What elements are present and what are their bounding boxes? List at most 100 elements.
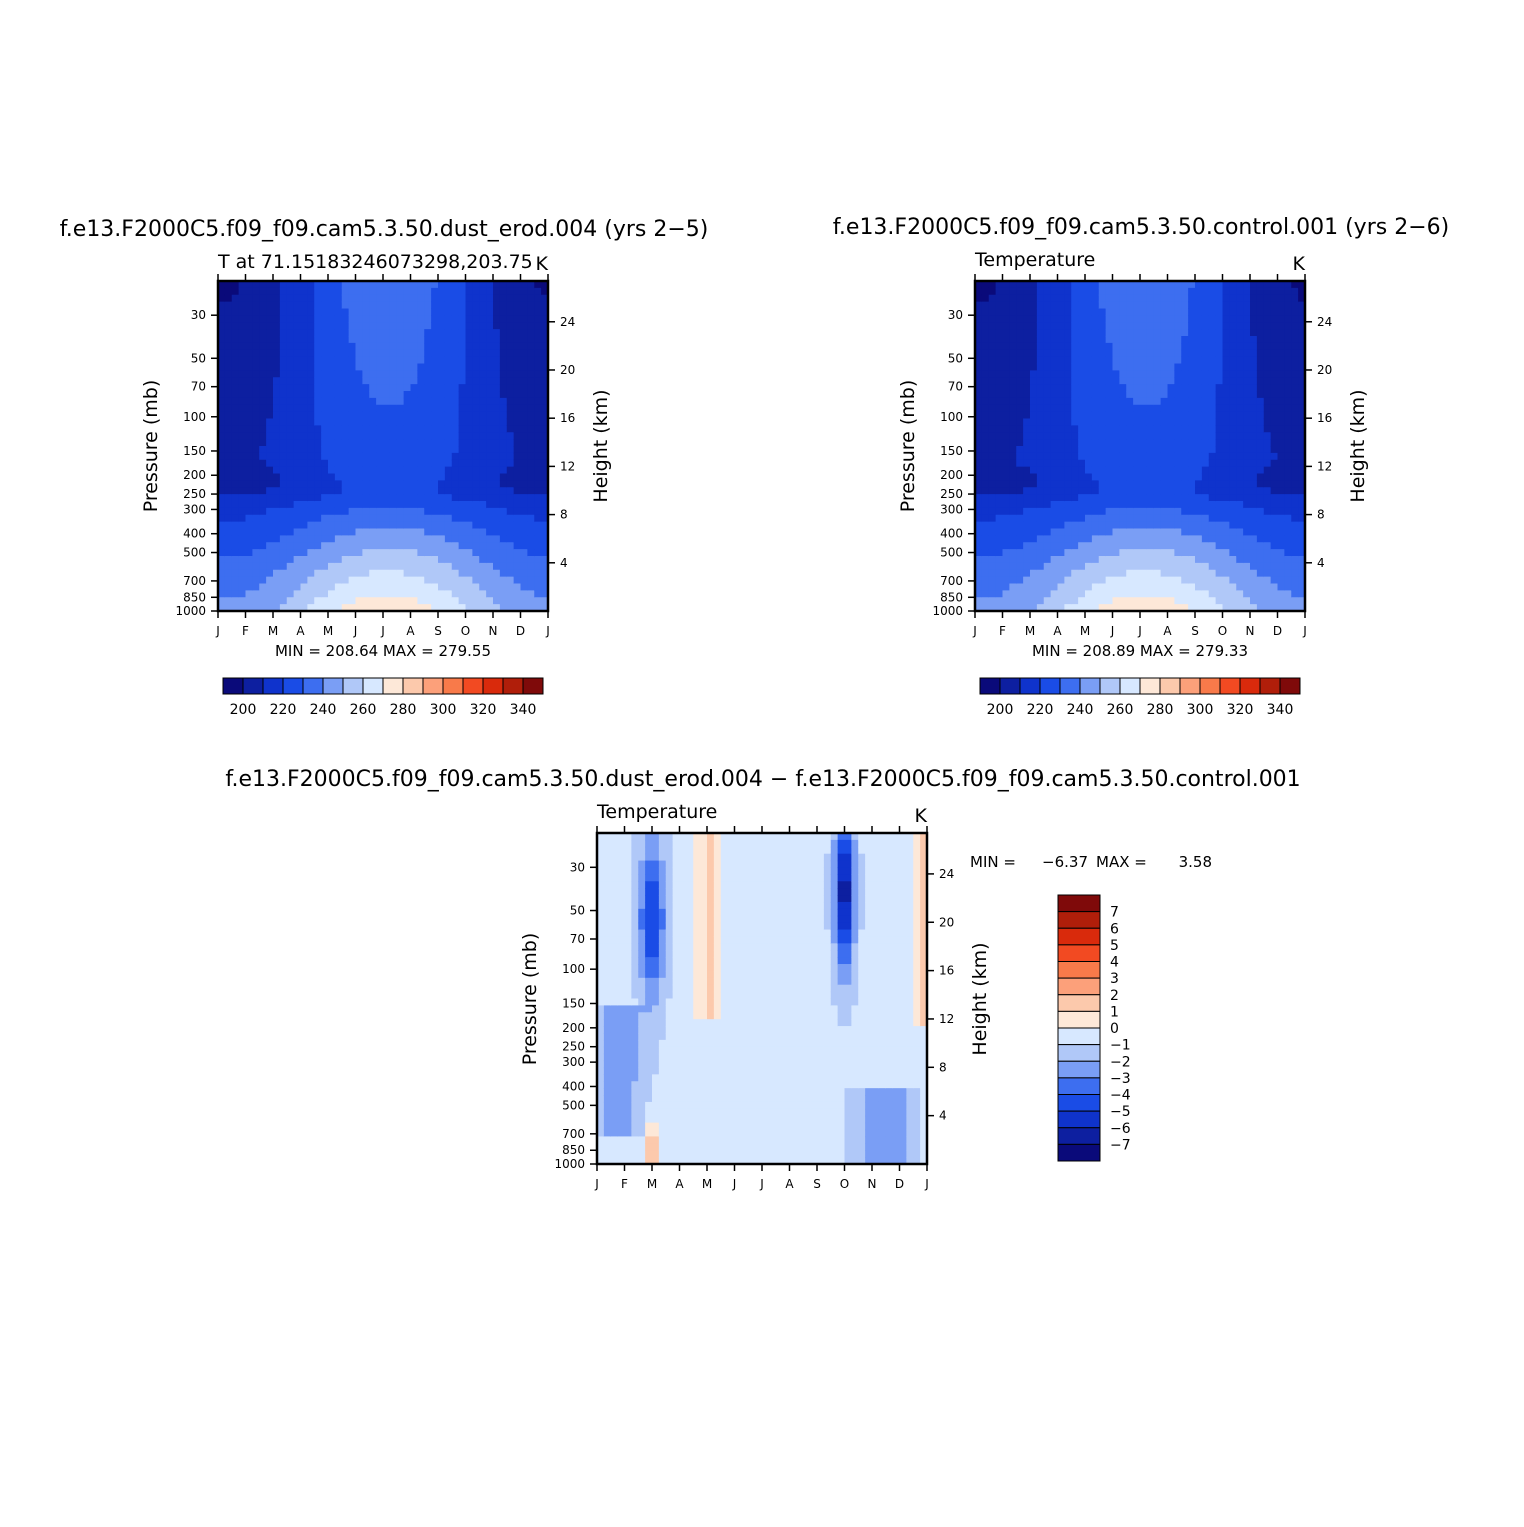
heatmap-cell: [1119, 521, 1127, 530]
heatmap-cell: [1146, 604, 1155, 612]
heatmap-cell: [307, 549, 315, 557]
heatmap-cell: [1181, 391, 1189, 399]
heatmap-cell: [1277, 501, 1285, 509]
heatmap-cell: [1043, 363, 1052, 371]
heatmap-cell: [1201, 418, 1210, 426]
heatmap-cell: [1195, 301, 1203, 310]
heatmap-cell: [451, 315, 460, 323]
heatmap-cell: [1167, 287, 1175, 296]
heatmap-cell: [1105, 336, 1114, 344]
heatmap-cell: [1284, 342, 1292, 351]
heatmap-cell: [1195, 576, 1203, 585]
heatmap-cell: [424, 507, 432, 516]
heatmap-cell: [266, 370, 274, 378]
heatmap-cell: [238, 494, 247, 502]
heatmap-cell: [1085, 528, 1093, 536]
heatmap-cell: [245, 308, 253, 316]
heatmap-cell: [417, 562, 425, 571]
heatmap-cell: [1036, 425, 1045, 433]
heatmap-cell: [527, 356, 535, 365]
heatmap-cell: [383, 446, 391, 454]
heatmap-cell: [520, 583, 528, 591]
heatmap-cell: [1160, 356, 1169, 365]
heatmap-cell: [279, 556, 288, 564]
panel-ctrl-plot: J F M A M J J A S O N D J305070100150200250300400500…: [932, 274, 1332, 638]
heatmap-cell: [1174, 418, 1182, 426]
heatmap-cell: [279, 535, 288, 543]
heatmap-cell: [307, 384, 315, 392]
heatmap-cell: [417, 597, 425, 605]
heatmap-cell: [1167, 301, 1175, 310]
heatmap-cell: [259, 342, 267, 351]
heatmap-cell: [1043, 583, 1052, 591]
heatmap-cell: [266, 542, 274, 550]
heatmap-cell: [1263, 301, 1272, 310]
heatmap-cell: [396, 287, 405, 296]
heatmap-cell: [1250, 418, 1258, 426]
heatmap-cell: [362, 411, 370, 420]
heatmap-cell: [1009, 542, 1017, 550]
heatmap-cell: [410, 583, 418, 591]
heatmap-cell: [1105, 308, 1114, 316]
heatmap-cell: [1208, 514, 1217, 523]
heatmap-cell: [1298, 432, 1306, 440]
heatmap-cell: [334, 487, 343, 495]
heatmap-cell: [1064, 336, 1072, 344]
heatmap-cell: [610, 1046, 619, 1055]
heatmap-cell: [1085, 294, 1093, 303]
heatmap-cell: [369, 281, 377, 289]
heatmap-cell: [1023, 308, 1031, 316]
heatmap-cell: [279, 562, 288, 571]
heatmap-cell: [403, 294, 412, 303]
heatmap-cell: [431, 590, 439, 598]
heatmap-cell: [383, 501, 391, 509]
heatmap-cell: [1098, 459, 1107, 468]
heatmap-cell: [1284, 507, 1292, 516]
heatmap-cell: [293, 391, 302, 399]
heatmap-cell: [1071, 439, 1079, 447]
heatmap-cell: [334, 597, 343, 605]
heatmap-cell: [444, 583, 453, 591]
heatmap-cell: [1195, 287, 1203, 296]
heatmap-cell: [1167, 576, 1175, 585]
heatmap-cell: [355, 473, 363, 481]
heatmap-cell: [1009, 507, 1017, 516]
heatmap-cell: [1298, 507, 1306, 516]
heatmap-cell: [1270, 411, 1279, 420]
heatmap-cell: [369, 494, 377, 502]
heatmap-cell: [355, 301, 363, 310]
heatmap-cell: [1229, 576, 1237, 585]
heatmap-cell: [431, 315, 439, 323]
heatmap-cell: [1043, 542, 1052, 550]
heatmap-cell: [1195, 363, 1203, 371]
heatmap-cell: [1105, 404, 1114, 413]
heatmap-cell: [988, 446, 997, 454]
heatmap-cell: [1098, 356, 1107, 365]
heatmap-cell: [520, 535, 528, 543]
heatmap-cell: [1174, 425, 1182, 433]
heatmap-cell: [486, 604, 494, 612]
heatmap-cell: [383, 411, 391, 420]
heatmap-cell: [1133, 549, 1141, 557]
heatmap-cell: [417, 459, 425, 468]
heatmap-cell: [1071, 569, 1079, 578]
heatmap-cell: [1236, 521, 1244, 530]
heatmap-cell: [218, 549, 226, 557]
heatmap-cell: [981, 432, 990, 440]
heatmap-cell: [1030, 418, 1038, 426]
heatmap-cell: [389, 329, 398, 337]
heatmap-cell: [1071, 418, 1079, 426]
heatmap-cell: [1153, 452, 1162, 461]
heatmap-cell: [218, 494, 226, 502]
heatmap-cell: [541, 501, 549, 509]
heatmap-cell: [259, 521, 267, 530]
heatmap-cell: [238, 535, 247, 543]
heatmap-cell: [328, 308, 336, 316]
heatmap-cell: [1078, 597, 1086, 605]
heatmap-cell: [266, 342, 274, 351]
heatmap-cell: [610, 881, 619, 889]
heatmap-cell: [1105, 562, 1114, 571]
heatmap-cell: [293, 487, 302, 495]
heatmap-cell: [1091, 281, 1100, 289]
colorbar-label: 240: [1067, 702, 1094, 718]
